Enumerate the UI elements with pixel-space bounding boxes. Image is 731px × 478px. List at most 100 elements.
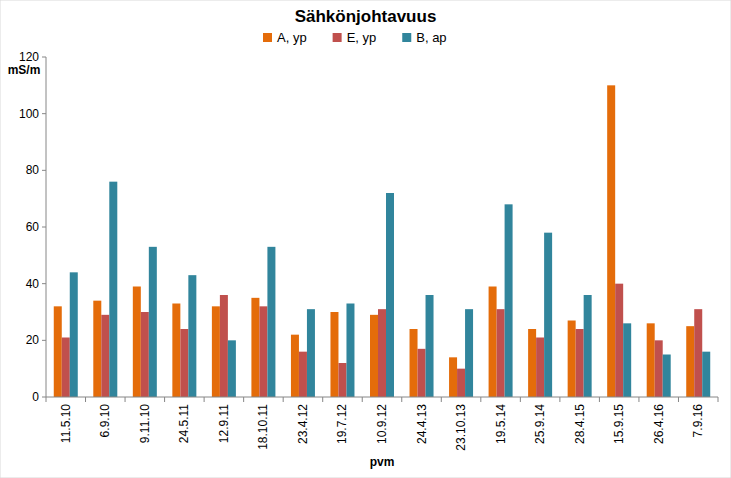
bar <box>418 349 426 397</box>
bar <box>251 298 259 397</box>
y-tick-label: 100 <box>19 107 39 121</box>
x-tick-label: 19.5.14 <box>494 404 508 444</box>
bar <box>93 301 101 397</box>
bar <box>663 355 671 398</box>
y-tick-label: 60 <box>26 220 40 234</box>
bar <box>188 275 196 397</box>
background <box>0 0 731 478</box>
x-tick <box>638 397 639 402</box>
bar <box>228 340 236 397</box>
bar <box>647 323 655 397</box>
x-tick <box>401 397 402 402</box>
x-tick-label: 23.4.12 <box>296 404 310 444</box>
bar <box>338 363 346 397</box>
bar <box>259 306 267 397</box>
x-tick-label: 6.9.10 <box>98 404 112 438</box>
bar <box>172 304 180 398</box>
x-tick-label: 19.7.12 <box>335 404 349 444</box>
x-tick <box>164 397 165 402</box>
bar <box>505 204 513 397</box>
bars <box>54 85 710 397</box>
bar <box>449 357 457 397</box>
x-tick-label: 24.4.13 <box>415 404 429 444</box>
legend: A, yp E, yp B, ap <box>263 30 447 45</box>
bar <box>109 182 117 397</box>
y-tick <box>42 340 46 341</box>
x-tick-label: 9.11.10 <box>138 404 152 443</box>
y-tick <box>42 113 46 114</box>
legend-label: E, yp <box>347 30 377 45</box>
bar <box>307 309 315 397</box>
bar <box>299 352 307 397</box>
bar <box>267 247 275 397</box>
bar <box>457 369 465 397</box>
bar <box>623 323 631 397</box>
bar <box>607 85 615 397</box>
bar <box>426 295 434 397</box>
bar <box>544 233 552 397</box>
x-tick-label: 18.10.11 <box>256 404 270 450</box>
bar <box>54 306 62 397</box>
bar <box>528 329 536 397</box>
x-axis <box>46 397 718 398</box>
bar <box>489 287 497 398</box>
x-tick-label: 10.9.12 <box>375 404 389 444</box>
y-tick <box>42 397 46 398</box>
bar <box>149 247 157 397</box>
title: Sähkönjohtavuus <box>295 7 437 26</box>
bar <box>62 338 70 398</box>
y-tick <box>42 57 46 58</box>
y-tick-label: 80 <box>26 163 40 177</box>
y-tick-label: 0 <box>32 390 39 404</box>
y-tick <box>42 170 46 171</box>
x-tick <box>204 397 205 402</box>
x-tick <box>559 397 560 402</box>
legend-label: B, ap <box>416 30 446 45</box>
x-tick <box>125 397 126 402</box>
x-tick-label: 12.9.11 <box>217 404 231 443</box>
bar <box>386 193 394 397</box>
x-tick <box>283 397 284 402</box>
x-tick-label: 26.4.16 <box>652 404 666 444</box>
x-tick-label: 23.10.13 <box>454 404 468 451</box>
y-tick <box>42 283 46 284</box>
x-tick <box>520 397 521 402</box>
legend-label: A, yp <box>277 30 307 45</box>
legend-swatch <box>263 33 272 42</box>
legend-swatch <box>402 33 411 42</box>
bar <box>497 309 505 397</box>
bar <box>141 312 149 397</box>
bar <box>686 326 694 397</box>
bar <box>568 321 576 398</box>
bar <box>536 338 544 398</box>
y-axis <box>46 57 47 397</box>
bar <box>655 340 663 397</box>
bar <box>694 309 702 397</box>
x-tick <box>718 397 719 402</box>
x-tick <box>85 397 86 402</box>
chart: SähkönjohtavuusA, ypE, ypB, apmS/m020406… <box>0 0 731 478</box>
x-tick-label: 25.9.14 <box>533 404 547 444</box>
bar <box>584 295 592 397</box>
bar <box>220 295 228 397</box>
chart-root: SähkönjohtavuusA, ypE, ypB, apmS/m020406… <box>0 0 731 478</box>
x-tick <box>599 397 600 402</box>
bar <box>70 272 78 397</box>
bar <box>291 335 299 397</box>
bar <box>133 287 141 398</box>
x-tick-label: 28.4.15 <box>573 404 587 444</box>
x-tick <box>480 397 481 402</box>
bar <box>378 309 386 397</box>
x-tick-label: 24.5.11 <box>177 404 191 443</box>
y-label: mS/m <box>8 63 41 77</box>
bar <box>615 284 623 397</box>
x-tick-label: 15.9.15 <box>612 404 626 444</box>
x-tick-label: 7.9.16 <box>691 404 705 438</box>
y-tick-label: 40 <box>26 277 40 291</box>
bar <box>410 329 418 397</box>
bar <box>330 312 338 397</box>
x-tick-label: 11.5.10 <box>59 404 73 443</box>
x-tick <box>441 397 442 402</box>
x-label: pvm <box>370 455 395 469</box>
legend-swatch <box>333 33 342 42</box>
